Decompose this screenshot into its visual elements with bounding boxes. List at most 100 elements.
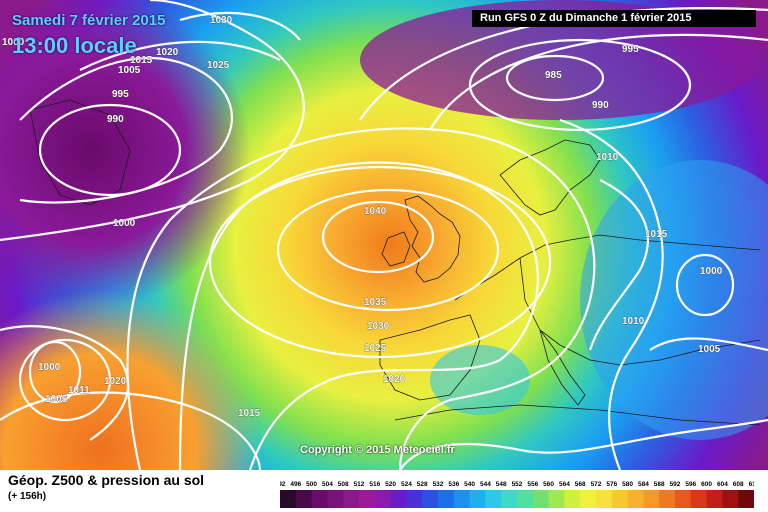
forecast-hour: (+ 156h) bbox=[8, 491, 47, 502]
isobar-label: 1000 bbox=[2, 37, 25, 48]
scale-swatch bbox=[564, 490, 581, 508]
scale-tick-label: 588 bbox=[654, 481, 665, 488]
scale-swatch bbox=[406, 490, 423, 508]
scale-swatch bbox=[469, 490, 486, 508]
scale-tick-label: 536 bbox=[448, 481, 459, 488]
isobar-1015-south bbox=[399, 418, 768, 470]
isobar-label: 985 bbox=[545, 70, 562, 81]
isobar-1005-north bbox=[79, 40, 281, 71]
scale-swatch bbox=[722, 490, 739, 508]
coast-continent bbox=[454, 234, 761, 366]
scale-tick-label: 580 bbox=[622, 481, 633, 488]
scale-swatch bbox=[532, 490, 550, 508]
scale-tick-label: 612 bbox=[749, 481, 754, 488]
isobar-label: 1010 bbox=[596, 152, 619, 163]
scale-tick-label: 572 bbox=[591, 481, 602, 488]
scale-tick-label: 600 bbox=[701, 481, 712, 488]
isobar-label: 1011 bbox=[68, 385, 90, 396]
scale-tick-label: 504 bbox=[322, 481, 333, 488]
scale-tick-label: 552 bbox=[512, 481, 523, 488]
isobar-label: 1010 bbox=[622, 316, 645, 327]
isobar-label: 1025 bbox=[364, 343, 387, 354]
isobar-1030 bbox=[208, 165, 552, 359]
isobar-label: 1000 bbox=[38, 362, 61, 373]
isobar-label: 1015 bbox=[130, 55, 153, 66]
color-scale: 492 496 500 504 508 512 516 520 524 528 532 536 540 5… bbox=[280, 481, 754, 508]
copyright-notice: Copyright © 2015 Meteociel.fr bbox=[300, 444, 455, 456]
scale-swatch bbox=[627, 490, 644, 508]
forecast-date: Samedi 7 février 2015 bbox=[12, 12, 166, 29]
isobar-label: 1025 bbox=[207, 60, 230, 71]
isobar-990-north bbox=[468, 38, 692, 132]
scale-tick-label: 516 bbox=[369, 481, 380, 488]
scale-swatch bbox=[675, 490, 692, 508]
isobar-1030-north bbox=[179, 11, 301, 41]
coast-ireland bbox=[381, 231, 411, 267]
isobar-labels: 1030 1025 1020 1015 1010 1005 1000 995 9… bbox=[2, 15, 723, 420]
coast-iberia bbox=[379, 314, 481, 401]
isobar-label: 990 bbox=[592, 100, 609, 111]
isobar-label: 1005 bbox=[118, 65, 141, 76]
scale-tick-label: 520 bbox=[385, 481, 396, 488]
coast-britain bbox=[404, 195, 461, 283]
coast-greenland bbox=[29, 99, 131, 206]
isobar-1015 bbox=[0, 391, 262, 470]
scale-swatch bbox=[738, 490, 754, 508]
scale-swatch bbox=[359, 490, 376, 508]
scale-swatch bbox=[659, 490, 676, 508]
isobar-995-north bbox=[429, 33, 768, 131]
isobar-label: 1015 bbox=[238, 408, 261, 419]
scale-swatch bbox=[501, 490, 518, 508]
scale-tick-label: 584 bbox=[638, 481, 649, 488]
scale-swatch bbox=[280, 490, 297, 508]
isobar-990 bbox=[38, 103, 182, 197]
scale-swatch bbox=[690, 490, 708, 508]
scale-tick-label: 544 bbox=[480, 481, 491, 488]
isobar-1010-east bbox=[559, 118, 664, 470]
scale-swatch bbox=[706, 490, 723, 508]
coastlines bbox=[29, 99, 761, 426]
scale-swatch bbox=[453, 490, 471, 508]
scale-tick-label: 596 bbox=[685, 481, 696, 488]
scale-swatch bbox=[643, 490, 660, 508]
scale-swatch bbox=[580, 490, 597, 508]
isobar-label: 1000 bbox=[113, 218, 136, 229]
scale-swatch bbox=[390, 490, 407, 508]
isobar-label: 1020 bbox=[383, 374, 406, 385]
north-low-field bbox=[360, 0, 760, 120]
pressure-map: 1030 1025 1020 1015 1010 1005 1000 995 9… bbox=[0, 0, 768, 470]
isobar-label: 1020 bbox=[156, 47, 179, 58]
scale-tick-label: 508 bbox=[338, 481, 349, 488]
isobar-1005-sw bbox=[18, 338, 112, 422]
isobar-1000-east bbox=[675, 253, 735, 317]
scale-tick-label: 492 bbox=[280, 481, 286, 488]
scale-tick-label: 556 bbox=[527, 481, 538, 488]
scale-swatch bbox=[548, 490, 565, 508]
scale-swatch bbox=[343, 490, 360, 508]
isobar-label: 995 bbox=[622, 44, 639, 55]
isobars bbox=[0, 0, 768, 470]
isobar-1010-sw bbox=[0, 325, 130, 441]
isobar-label: 1030 bbox=[210, 15, 233, 26]
scale-tick-label: 576 bbox=[606, 481, 617, 488]
scale-swatch bbox=[485, 490, 502, 508]
scale-swatch bbox=[596, 490, 613, 508]
isobar-label: 995 bbox=[112, 89, 129, 100]
scale-tick-label: 512 bbox=[354, 481, 365, 488]
scale-swatch bbox=[311, 490, 328, 508]
scale-swatch bbox=[374, 490, 392, 508]
scale-swatch bbox=[295, 490, 313, 508]
east-trough-field bbox=[580, 160, 768, 440]
scale-swatch bbox=[422, 490, 439, 508]
scale-tick-label: 592 bbox=[670, 481, 681, 488]
scale-tick-label: 528 bbox=[417, 481, 428, 488]
scale-swatch bbox=[517, 490, 534, 508]
map-title: Géop. Z500 & pression au sol bbox=[8, 472, 205, 488]
isobar-1040 bbox=[321, 200, 435, 274]
scale-tick-label: 524 bbox=[401, 481, 412, 488]
scale-swatch bbox=[438, 490, 455, 508]
coast-norway bbox=[499, 139, 601, 216]
isobar-label: 1035 bbox=[364, 297, 387, 308]
isobar-label: 1020 bbox=[104, 376, 127, 387]
model-run-banner: Run GFS 0 Z du Dimanche 1 février 2015 bbox=[472, 10, 756, 27]
